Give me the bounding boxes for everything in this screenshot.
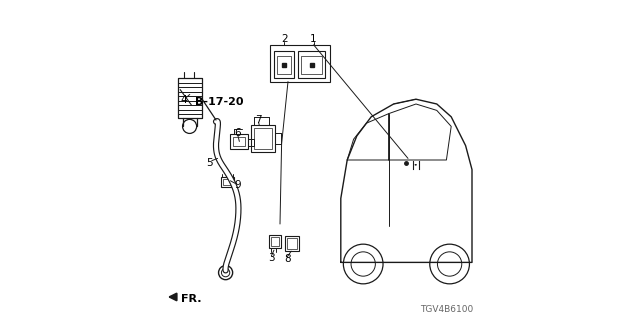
- Text: TGV4B6100: TGV4B6100: [420, 305, 474, 314]
- Text: 8: 8: [284, 254, 291, 264]
- Text: 3: 3: [268, 253, 275, 263]
- Text: B-17-20: B-17-20: [195, 97, 243, 108]
- Text: 4: 4: [180, 95, 187, 105]
- Text: FR.: FR.: [181, 294, 202, 304]
- Text: 1: 1: [310, 34, 317, 44]
- Text: 6: 6: [234, 128, 241, 138]
- Text: 9: 9: [234, 180, 241, 190]
- Text: 5: 5: [206, 157, 213, 168]
- Text: 2: 2: [281, 34, 287, 44]
- Text: 7: 7: [255, 115, 262, 125]
